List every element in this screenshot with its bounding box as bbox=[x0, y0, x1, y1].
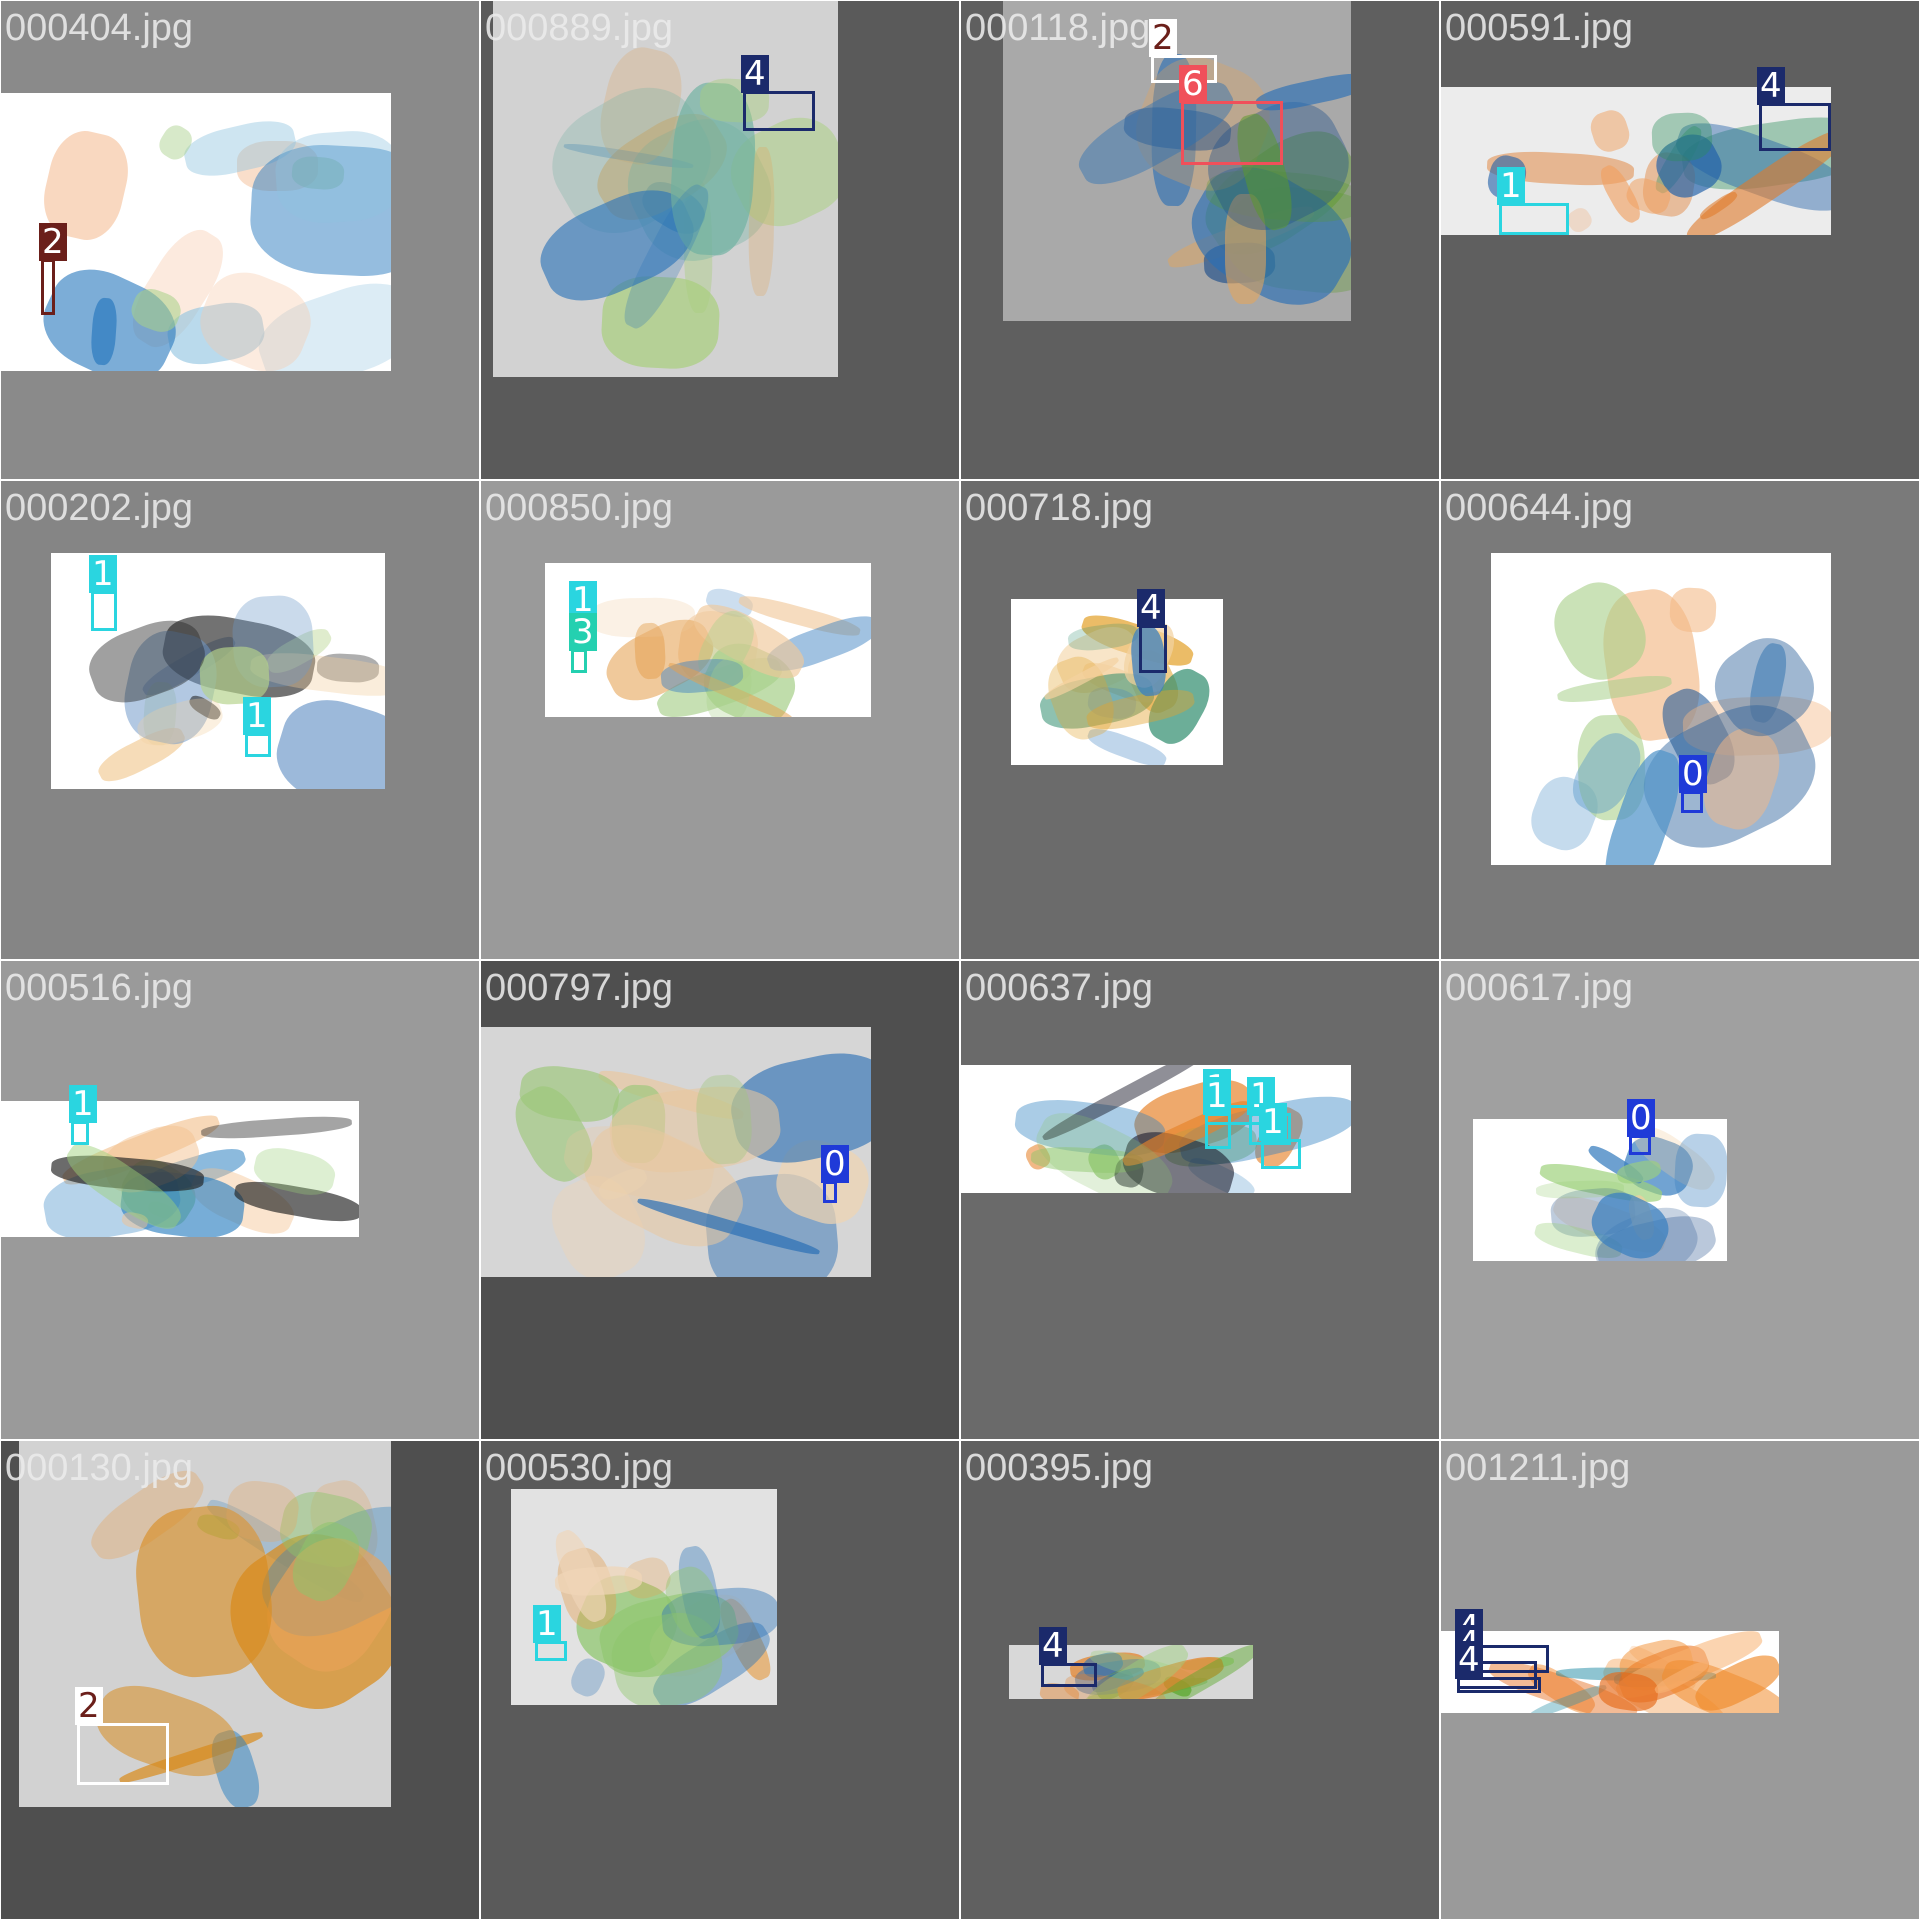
xray-object-shape bbox=[1564, 204, 1596, 235]
xray-scan-image bbox=[961, 1065, 1351, 1193]
detection-class-label: 2 bbox=[75, 1687, 103, 1725]
image-filename: 000637.jpg bbox=[965, 967, 1154, 1009]
image-tile[interactable]: 000644.jpg 0 bbox=[1441, 481, 1919, 959]
image-tile[interactable]: 000617.jpg 0 bbox=[1441, 961, 1919, 1439]
detection-class-label: 2 bbox=[39, 223, 67, 261]
detection-class-label: 0 bbox=[821, 1145, 849, 1183]
xray-object-shape bbox=[273, 127, 391, 227]
image-tile[interactable]: 000637.jpg1111 bbox=[961, 961, 1439, 1439]
image-tile[interactable]: 001211.jpg444 bbox=[1441, 1441, 1919, 1919]
image-tile[interactable]: 000516.jpg 1 bbox=[1, 961, 479, 1439]
xray-scan-image bbox=[545, 563, 871, 717]
xray-scan-image bbox=[19, 1441, 391, 1807]
image-tile[interactable]: 000718.jpg 4 bbox=[961, 481, 1439, 959]
image-tile[interactable]: 000404.jpg 2 bbox=[1, 1, 479, 479]
detection-bounding-box[interactable] bbox=[1205, 1113, 1231, 1149]
image-tile[interactable]: 000591.jpg 1 4 bbox=[1441, 1, 1919, 479]
xray-object-shape bbox=[1673, 1132, 1727, 1208]
detection-bounding-box[interactable] bbox=[1181, 101, 1283, 165]
xray-scan-image bbox=[1441, 87, 1831, 235]
detection-class-label: 6 bbox=[1179, 65, 1207, 103]
image-tile[interactable]: 000395.jpg 4 bbox=[961, 1441, 1439, 1919]
detection-bounding-box[interactable] bbox=[571, 649, 587, 673]
detection-bounding-box[interactable] bbox=[91, 591, 117, 631]
xray-object-shape bbox=[1668, 587, 1717, 634]
detection-class-label: 4 bbox=[1455, 1641, 1483, 1679]
detection-bounding-box[interactable] bbox=[77, 1723, 169, 1785]
xray-scan-image bbox=[511, 1489, 777, 1705]
xray-scan-image bbox=[481, 1027, 871, 1277]
detection-class-label: 1 bbox=[1497, 167, 1525, 205]
image-tile[interactable]: 000202.jpg 1 1 bbox=[1, 481, 479, 959]
detection-bounding-box[interactable] bbox=[1759, 103, 1831, 151]
detection-bounding-box[interactable] bbox=[1457, 1677, 1541, 1693]
detection-class-label: 1 bbox=[243, 697, 271, 735]
image-tile[interactable]: 000118.jpg 2 6 bbox=[961, 1, 1439, 479]
detection-bounding-box[interactable] bbox=[1261, 1139, 1301, 1169]
detection-bounding-box[interactable] bbox=[245, 733, 271, 757]
image-filename: 000889.jpg bbox=[485, 7, 674, 49]
detection-class-label: 4 bbox=[1137, 589, 1165, 627]
detection-bounding-box[interactable] bbox=[1499, 203, 1569, 235]
xray-object-shape bbox=[588, 596, 695, 638]
detection-bounding-box[interactable] bbox=[535, 1641, 567, 1661]
xray-scan-image bbox=[1, 1101, 359, 1237]
detection-class-label: 0 bbox=[1627, 1099, 1655, 1137]
detection-bounding-box[interactable] bbox=[823, 1181, 837, 1203]
detection-class-label: 1 bbox=[1259, 1103, 1287, 1141]
detection-class-label: 4 bbox=[1039, 1627, 1067, 1665]
xray-scan-image bbox=[1473, 1119, 1727, 1261]
image-filename: 000118.jpg bbox=[965, 7, 1151, 49]
xray-object-shape bbox=[1651, 112, 1713, 162]
image-filename: 000130.jpg bbox=[5, 1447, 194, 1489]
detection-class-label: 3 bbox=[569, 613, 597, 651]
detection-class-label: 4 bbox=[741, 55, 769, 93]
image-filename: 000516.jpg bbox=[5, 967, 194, 1009]
image-filename: 000530.jpg bbox=[485, 1447, 674, 1489]
xray-scan-image bbox=[493, 1, 838, 377]
image-filename: 000395.jpg bbox=[965, 1447, 1154, 1489]
image-filename: 000850.jpg bbox=[485, 487, 674, 529]
image-filename: 000718.jpg bbox=[965, 487, 1154, 529]
image-filename: 000617.jpg bbox=[1445, 967, 1634, 1009]
xray-scan-image bbox=[1491, 553, 1831, 865]
detection-bounding-box[interactable] bbox=[1629, 1135, 1651, 1155]
image-filename: 000202.jpg bbox=[5, 487, 194, 529]
detection-class-label: 1 bbox=[69, 1085, 97, 1123]
detection-class-label: 1 bbox=[1203, 1077, 1231, 1115]
detection-bounding-box[interactable] bbox=[71, 1121, 89, 1145]
detection-bounding-box[interactable] bbox=[743, 91, 815, 131]
detection-class-label: 4 bbox=[1757, 67, 1785, 105]
xray-object-shape bbox=[265, 687, 385, 789]
detection-bounding-box[interactable] bbox=[1139, 625, 1167, 673]
image-tile[interactable]: 000797.jpg 0 bbox=[481, 961, 959, 1439]
detection-class-label: 1 bbox=[569, 581, 597, 619]
detection-class-label: 0 bbox=[1679, 755, 1707, 793]
detection-class-label: 1 bbox=[533, 1605, 561, 1643]
detection-bounding-box[interactable] bbox=[1041, 1663, 1097, 1687]
image-filename: 000591.jpg bbox=[1445, 7, 1634, 49]
xray-scan-image bbox=[1003, 1, 1351, 321]
xray-object-shape bbox=[1586, 106, 1634, 156]
detection-bounding-box[interactable] bbox=[1681, 791, 1703, 813]
detection-class-label: 2 bbox=[1149, 19, 1177, 57]
xray-object-shape bbox=[201, 1113, 353, 1141]
image-tile[interactable]: 000850.jpg 1 3 bbox=[481, 481, 959, 959]
detection-class-label: 1 bbox=[89, 555, 117, 593]
image-filename: 001211.jpg bbox=[1445, 1447, 1631, 1489]
image-tile[interactable]: 000530.jpg 1 bbox=[481, 1441, 959, 1919]
image-tile[interactable]: 000130.jpg 2 bbox=[1, 1441, 479, 1919]
image-filename: 000797.jpg bbox=[485, 967, 674, 1009]
image-tile[interactable]: 000889.jpg 4 bbox=[481, 1, 959, 479]
image-filename: 000644.jpg bbox=[1445, 487, 1634, 529]
xray-scan-image bbox=[1011, 599, 1223, 765]
detection-bounding-box[interactable] bbox=[41, 259, 55, 315]
image-filename: 000404.jpg bbox=[5, 7, 194, 49]
